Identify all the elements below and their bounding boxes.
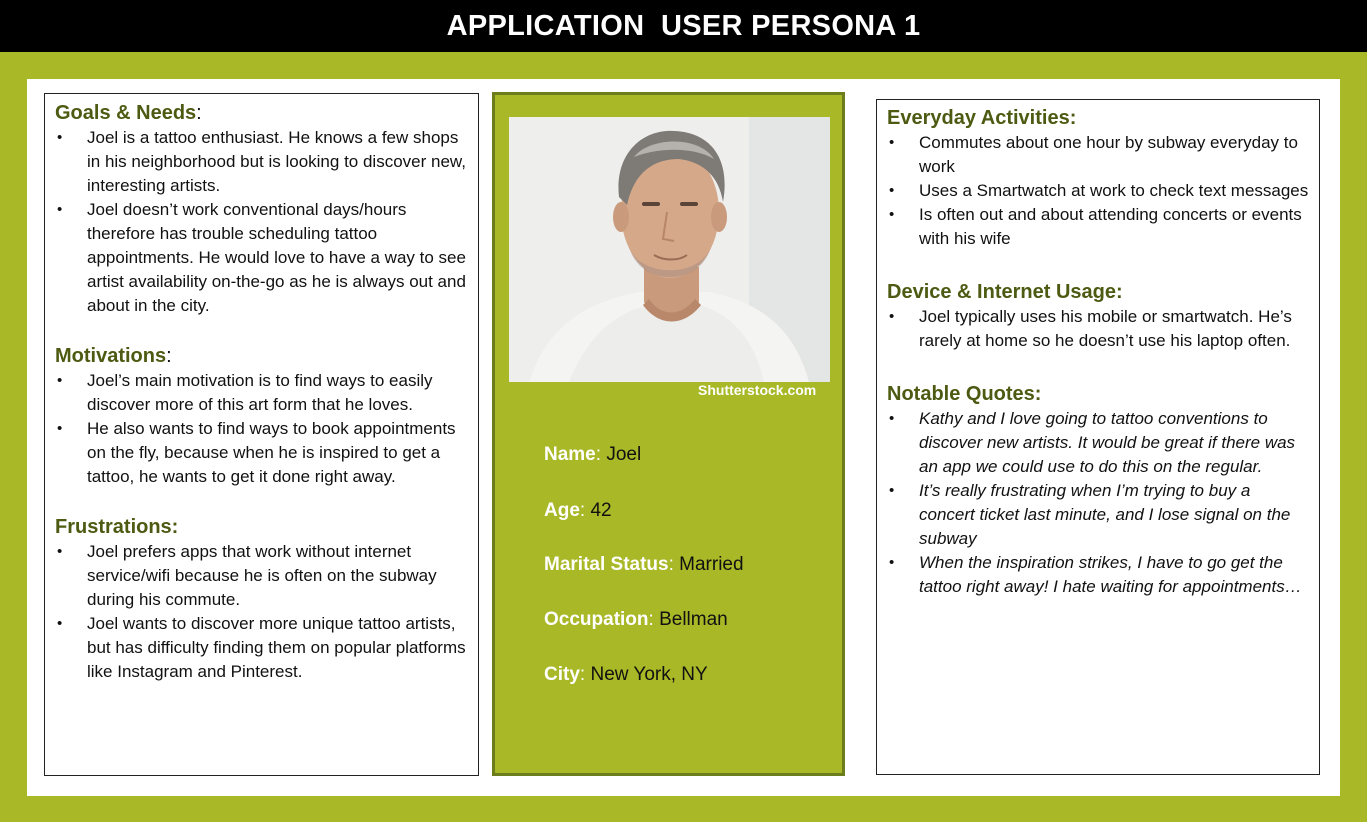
bullet-icon: • xyxy=(889,182,895,199)
city-field: City: New York, NY xyxy=(544,664,708,685)
bullet-icon: • xyxy=(57,372,63,389)
persona-photo xyxy=(509,117,830,382)
bullet-icon: • xyxy=(57,615,63,632)
bullet-icon: • xyxy=(889,554,895,571)
bullet-icon: • xyxy=(57,420,63,437)
occupation-field: Occupation: Bellman xyxy=(544,609,728,630)
bullet-icon: • xyxy=(889,482,895,499)
bullet-icon: • xyxy=(889,308,895,325)
bullet-icon: • xyxy=(889,134,895,151)
frustrations-heading: Frustrations: xyxy=(55,516,179,538)
goals-list: • Joel is a tattoo enthusiast. He knows a… xyxy=(55,126,468,318)
list-item: • It’s really frustrating when I’m trying… xyxy=(889,481,1291,548)
list-item: • Joel’s main motivation is to find ways … xyxy=(57,371,433,414)
list-item: • Joel typically uses his mobile or smart… xyxy=(889,307,1292,350)
device-usage-list: • Joel typically uses his mobile or smart… xyxy=(887,305,1309,353)
device-usage-heading: Device & Internet Usage: xyxy=(887,281,1123,303)
page-title: APPLICATION USER PERSONA 1 xyxy=(0,0,1367,52)
frustrations-list: • Joel prefers apps that work without int… xyxy=(55,540,468,684)
list-item: • Uses a Smartwatch at work to check text… xyxy=(887,179,1309,203)
motivations-heading: Motivations: xyxy=(55,345,172,367)
list-item: • Joel wants to discover more unique tatt… xyxy=(57,614,466,681)
persona-portrait-image xyxy=(509,117,830,382)
bullet-icon: • xyxy=(57,201,63,218)
activities-list: • Commutes about one hour by subway every… xyxy=(887,131,1309,251)
photo-credit: Shutterstock.com xyxy=(698,382,817,398)
bullet-icon: • xyxy=(889,410,895,427)
list-item: • He also wants to find ways to book appo… xyxy=(57,419,456,486)
list-item: • Joel is a tattoo enthusiast. He knows a… xyxy=(57,128,466,195)
bullet-icon: • xyxy=(57,129,63,146)
age-field: Age: 42 xyxy=(544,500,612,521)
marital-status-field: Marital Status: Married xyxy=(544,554,744,575)
activities-heading: Everyday Activities: xyxy=(887,107,1077,129)
quotes-heading: Notable Quotes: xyxy=(887,383,1042,405)
list-item: • Joel prefers apps that work without int… xyxy=(57,542,437,609)
bullet-icon: • xyxy=(57,543,63,560)
list-item: • When the inspiration strikes, I have to… xyxy=(889,553,1302,596)
left-column-box: Goals & Needs: • Joel is a tattoo enthusi… xyxy=(44,93,479,776)
profile-card: Shutterstock.com Name: Joel Age: 42 Mari… xyxy=(492,92,845,776)
bullet-icon: • xyxy=(889,206,895,223)
right-column-box: Everyday Activities: • Commutes about one… xyxy=(876,99,1320,775)
list-item: • Commutes about one hour by subway every… xyxy=(889,133,1298,176)
quotes-list: • Kathy and I love going to tattoo conven… xyxy=(887,407,1309,599)
goals-heading: Goals & Needs: xyxy=(55,102,202,124)
motivations-list: • Joel’s main motivation is to find ways … xyxy=(55,369,468,489)
list-item: • Kathy and I love going to tattoo conven… xyxy=(889,409,1296,476)
name-field: Name: Joel xyxy=(544,444,642,465)
list-item: • Joel doesn’t work conventional days/hou… xyxy=(57,200,466,315)
list-item: • Is often out and about attending concer… xyxy=(889,205,1302,248)
